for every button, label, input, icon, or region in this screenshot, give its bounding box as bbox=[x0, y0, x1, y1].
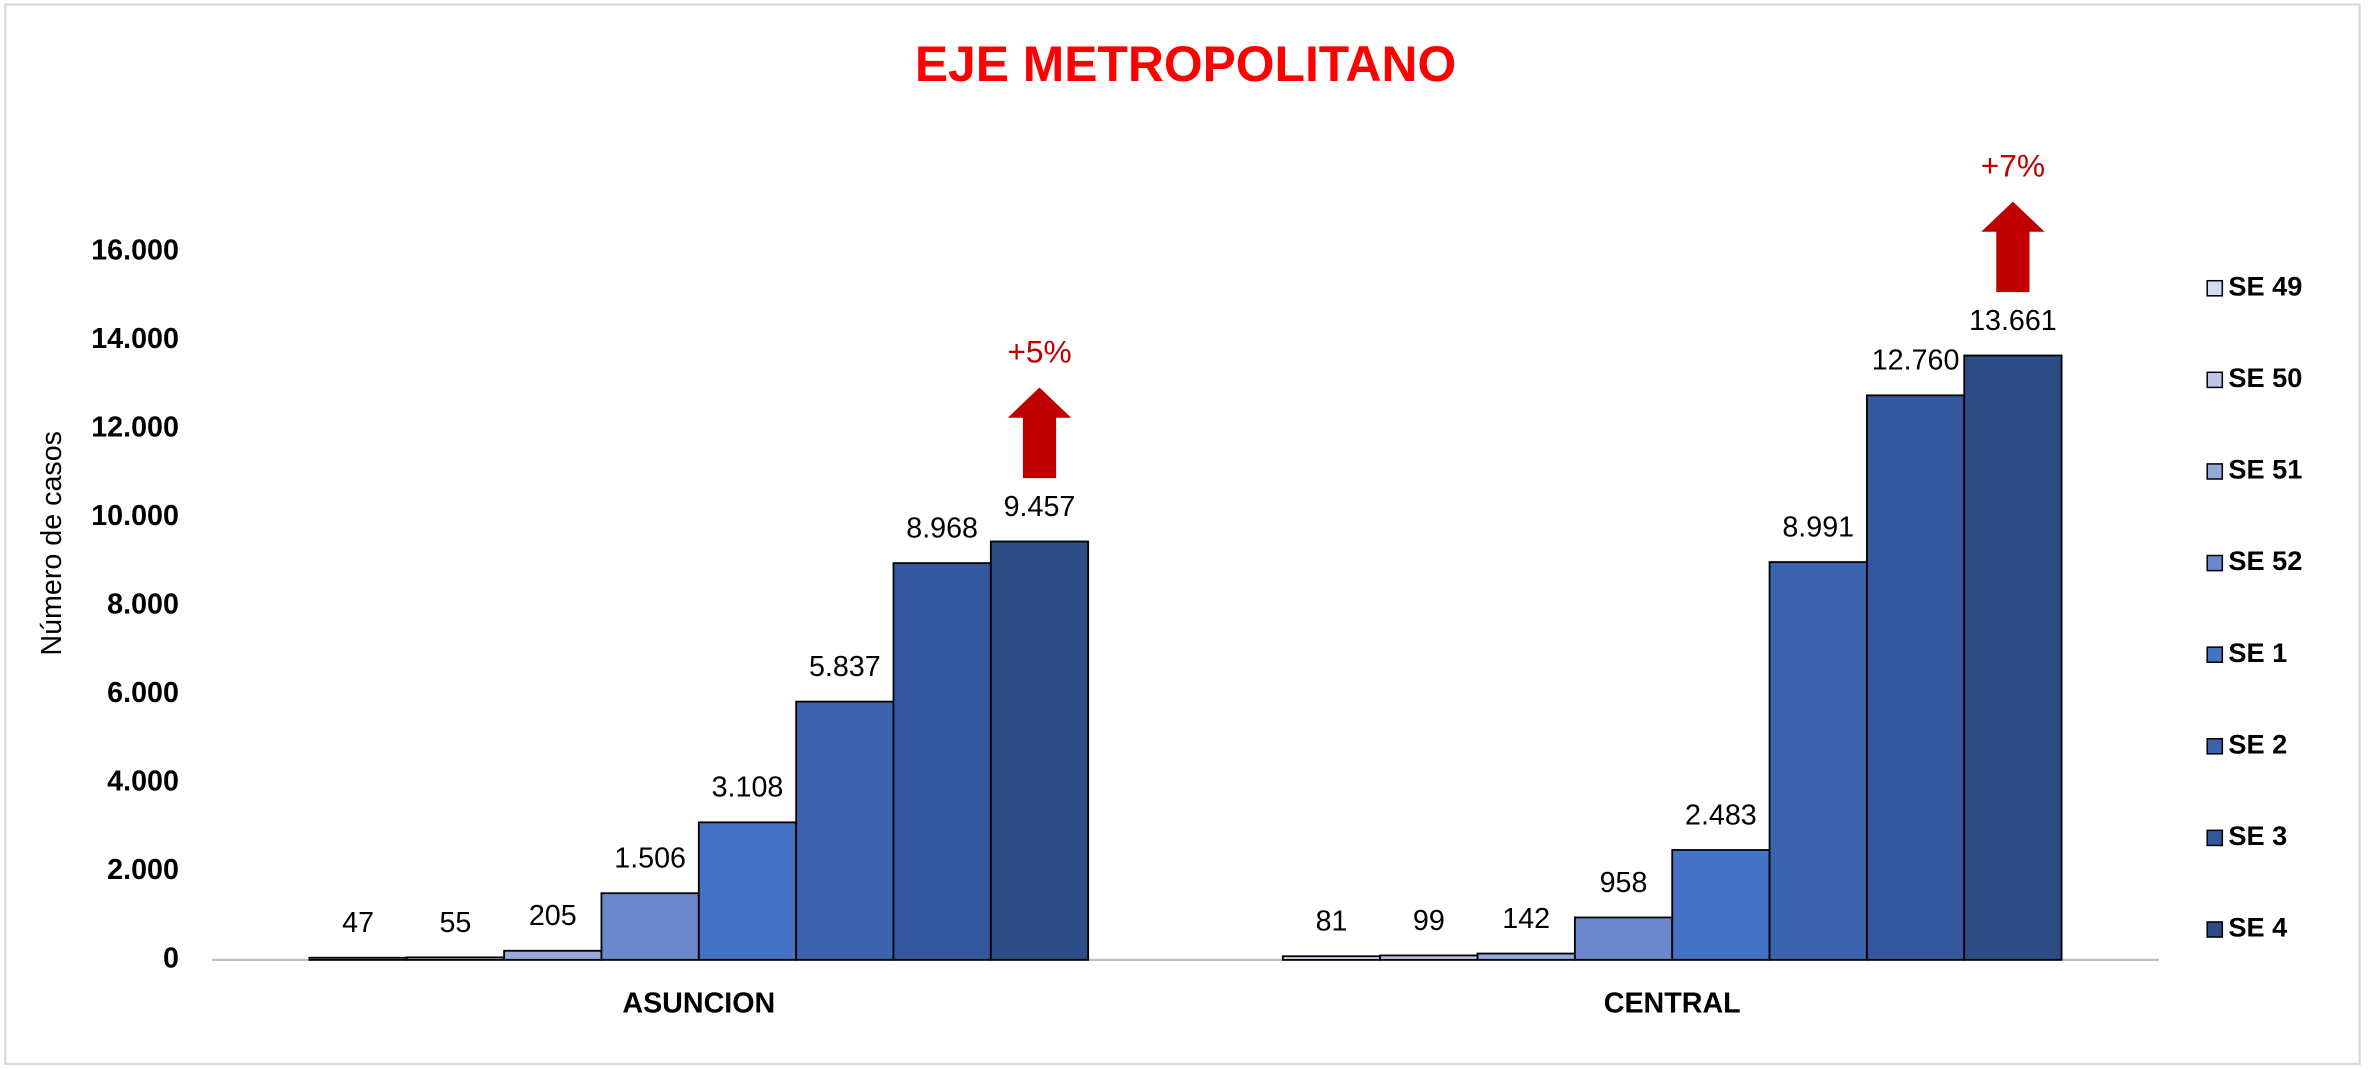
bar bbox=[1573, 916, 1674, 961]
bar bbox=[1476, 952, 1576, 961]
data-label: 5.837 bbox=[809, 651, 881, 683]
data-label: 3.108 bbox=[712, 772, 784, 804]
bar bbox=[697, 821, 798, 961]
bar bbox=[1963, 354, 2063, 961]
legend-swatch bbox=[2206, 463, 2224, 480]
bar bbox=[405, 956, 506, 961]
data-label: 8.991 bbox=[1782, 511, 1854, 543]
chart-title: EJE METROPOLITANO bbox=[915, 36, 1456, 92]
y-tick-label: 6.000 bbox=[107, 677, 179, 709]
bar bbox=[1671, 849, 1771, 961]
bar bbox=[892, 562, 992, 961]
data-label: 55 bbox=[440, 907, 472, 939]
data-label: 81 bbox=[1316, 906, 1348, 938]
y-tick-label: 4.000 bbox=[107, 765, 179, 797]
y-tick-label: 16.000 bbox=[91, 235, 179, 267]
data-label: 13.661 bbox=[1969, 305, 2057, 337]
legend-swatch bbox=[2206, 279, 2224, 297]
data-label: 99 bbox=[1413, 905, 1445, 937]
bar bbox=[1281, 955, 1382, 961]
legend-label: SE 49 bbox=[2228, 270, 2302, 301]
bar bbox=[1768, 561, 1868, 961]
y-tick-label: 12.000 bbox=[91, 412, 179, 444]
data-label: 205 bbox=[529, 900, 577, 932]
legend-label: SE 51 bbox=[2228, 454, 2302, 485]
legend-label: SE 52 bbox=[2228, 545, 2302, 576]
data-label: 12.760 bbox=[1872, 345, 1960, 377]
arrow bbox=[1981, 201, 2045, 293]
data-label: 47 bbox=[342, 907, 374, 939]
legend-swatch bbox=[2206, 921, 2224, 938]
legend-swatch bbox=[2206, 737, 2224, 755]
bar bbox=[1865, 394, 1966, 961]
bar bbox=[1379, 954, 1479, 961]
data-label: 2.483 bbox=[1685, 799, 1757, 831]
legend-swatch bbox=[2206, 371, 2224, 389]
legend-swatch bbox=[2206, 554, 2224, 572]
data-label: 958 bbox=[1600, 867, 1648, 899]
legend-label: SE 1 bbox=[2228, 637, 2287, 668]
y-tick-label: 2.000 bbox=[107, 854, 179, 886]
legend-swatch bbox=[2206, 829, 2224, 847]
bar bbox=[308, 956, 408, 961]
bar bbox=[600, 892, 700, 961]
data-label: 9.457 bbox=[1004, 491, 1076, 523]
y-tick-label: 10.000 bbox=[91, 500, 179, 532]
legend-label: SE 2 bbox=[2228, 728, 2287, 759]
legend-label: SE 4 bbox=[2228, 912, 2287, 943]
y-axis-title: Número de casos bbox=[36, 431, 68, 656]
y-tick-label: 14.000 bbox=[91, 323, 179, 355]
data-label: 8.968 bbox=[906, 512, 978, 544]
data-label: 1.506 bbox=[614, 843, 686, 875]
legend-label: SE 3 bbox=[2228, 820, 2287, 851]
y-tick-label: 0 bbox=[163, 942, 179, 974]
x-tick-label: CENTRAL bbox=[1604, 988, 1741, 1020]
x-tick-label: ASUNCION bbox=[622, 988, 775, 1020]
bar bbox=[795, 700, 895, 961]
y-tick-label: 8.000 bbox=[107, 589, 179, 621]
arrow bbox=[1007, 387, 1072, 479]
data-label: 142 bbox=[1502, 903, 1550, 935]
legend-swatch bbox=[2206, 646, 2224, 663]
bar bbox=[503, 949, 603, 961]
bar bbox=[989, 540, 1090, 961]
annotation: +7% bbox=[1981, 148, 2045, 184]
legend-label: SE 50 bbox=[2228, 362, 2302, 393]
annotation: +5% bbox=[1007, 334, 1071, 370]
